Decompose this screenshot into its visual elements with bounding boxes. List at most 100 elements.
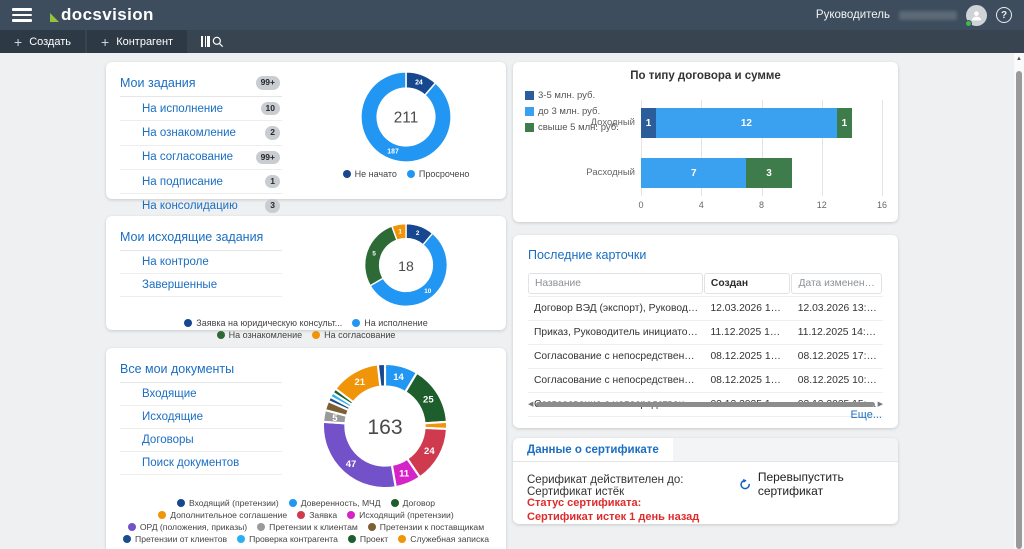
x-axis-tick-label: 4 <box>699 200 704 210</box>
legend-color-dot <box>297 511 305 519</box>
table-row[interactable]: Договор ВЭД (экспорт), Руководитель и ..… <box>528 297 883 321</box>
x-axis-tick-label: 8 <box>759 200 764 210</box>
donut-segment-value: 25 <box>423 395 434 406</box>
table-cell: Договор ВЭД (экспорт), Руководитель и ..… <box>528 297 704 320</box>
legend-item: Заявка <box>297 510 337 520</box>
action-toolbar: + Создать + Контрагент <box>0 30 1024 53</box>
table-row[interactable]: Согласование с непосредственным рук ...0… <box>528 369 883 393</box>
table-header-row: НазваниеСозданДата изменения <box>528 273 883 297</box>
donut-segment-value: 5 <box>372 250 376 257</box>
legend-label: Просрочено <box>419 169 469 179</box>
table-cell: Согласование с непосредственным рук ... <box>528 345 704 368</box>
donut-segment-value: 2 <box>416 230 420 237</box>
scroll-up-icon[interactable]: ▲ <box>1014 53 1024 62</box>
legend-item: Договор <box>391 498 435 508</box>
reissue-certificate-button[interactable]: Перевыпустить сертификат <box>739 470 884 498</box>
legend-color-dot <box>158 511 166 519</box>
horizontal-scrollbar[interactable]: ◀ ▶ <box>528 400 883 408</box>
nav-item[interactable]: На ознакомление 2 <box>120 121 282 145</box>
nav-item[interactable]: Исходящие <box>120 406 282 429</box>
donut-segment-value: 21 <box>354 377 365 388</box>
bar-row: 1121 <box>641 108 882 138</box>
hamburger-menu-icon[interactable] <box>0 0 44 30</box>
counterparty-button[interactable]: + Контрагент <box>87 30 187 53</box>
more-link[interactable]: Еще... <box>850 409 882 421</box>
x-axis-tick-label: 16 <box>877 200 887 210</box>
nav-item[interactable]: На контроле <box>120 251 282 274</box>
certificate-status-value: Сертификат истек 1 день назад <box>527 510 699 524</box>
nav-item[interactable]: Договоры <box>120 429 282 452</box>
nav-item-label: Поиск документов <box>142 457 239 469</box>
horizontal-scrollbar-thumb[interactable] <box>536 402 874 407</box>
legend-label: Проект <box>360 534 388 544</box>
donut-segment-value: 47 <box>346 459 357 470</box>
legend-color-dot <box>177 499 185 507</box>
table-row[interactable]: Приказ, Руководитель инициатора и.,11.12… <box>528 321 883 345</box>
my-tasks-list: На исполнение10 На ознакомление 2 На соглас… <box>120 97 282 219</box>
legend-color-dot <box>347 511 355 519</box>
count-badge: 2 <box>265 126 280 139</box>
my-documents-title[interactable]: Все мои документы <box>120 362 234 376</box>
my-tasks-donut-chart: 24187211 Не начатоПросрочено <box>331 69 481 179</box>
nav-item-label: На исполнение <box>142 103 223 115</box>
table-header-cell[interactable]: Создан <box>704 273 791 294</box>
legend-item: Проект <box>348 534 388 544</box>
table-row[interactable]: Согласование с непосредственным рук ... 0… <box>528 345 883 369</box>
help-button[interactable]: ? <box>996 7 1012 23</box>
legend-item: Дополнительное соглашение <box>158 510 287 520</box>
donut-segment-value: 24 <box>424 446 435 457</box>
table-cell: 08.12.2025 17:31 <box>792 345 883 368</box>
nav-item[interactable]: На подписание1 <box>120 170 282 194</box>
bar-plot-area: 1121 73 <box>641 100 882 196</box>
nav-item[interactable]: Поиск документов <box>120 452 282 475</box>
bar-category-label: Расходный <box>525 167 635 178</box>
legend-label: На исполнение <box>364 318 427 328</box>
certificate-header-fill <box>673 438 898 461</box>
legend-item: ОРД (положения, приказы) <box>128 522 247 532</box>
vertical-scrollbar-thumb[interactable] <box>1016 71 1022 549</box>
logo-triangle-icon <box>50 13 59 22</box>
top-bar: docsvision Руководитель ? <box>0 0 1024 30</box>
table-header-cell[interactable]: Дата изменения <box>791 273 882 294</box>
bar-segment[interactable]: 7 <box>641 158 746 188</box>
nav-item-label: Договоры <box>142 434 194 446</box>
bar-segment[interactable]: 1 <box>641 108 656 138</box>
scroll-right-icon[interactable]: ▶ <box>878 401 883 408</box>
recent-cards-table: НазваниеСозданДата измененияДоговор ВЭД … <box>528 273 883 417</box>
legend-color-square <box>525 107 534 116</box>
nav-item-label: На подписание <box>142 176 223 188</box>
scroll-left-icon[interactable]: ◀ <box>528 401 533 408</box>
nav-item-label: На ознакомление <box>142 127 236 139</box>
legend-label: до 3 млн. руб. <box>538 106 600 117</box>
donut-segment[interactable] <box>365 226 397 286</box>
legend-color-dot <box>391 499 399 507</box>
nav-item[interactable]: На исполнение10 <box>120 97 282 121</box>
table-header-cell[interactable]: Название <box>528 273 703 294</box>
nav-item[interactable]: На согласование99+ <box>120 146 282 170</box>
bar-segment[interactable]: 12 <box>656 108 837 138</box>
legend-color-dot <box>352 319 360 327</box>
count-badge: 3 <box>265 199 280 212</box>
create-button[interactable]: + Создать <box>0 30 85 53</box>
bar-segment[interactable]: 3 <box>746 158 791 188</box>
certificate-status-label: Статус сертификата: <box>527 496 699 510</box>
my-outgoing-title[interactable]: Мои исходящие задания <box>120 230 263 244</box>
nav-item-label: Входящие <box>142 388 197 400</box>
legend-label: Служебная записка <box>410 534 489 544</box>
vertical-scrollbar[interactable]: ▲ <box>1014 53 1024 549</box>
table-cell: Согласование с непосредственным рук ... <box>528 369 704 392</box>
recent-cards-title[interactable]: Последние карточки <box>528 248 646 262</box>
table-cell: 12.03.2026 13:39 <box>792 297 883 320</box>
legend-item: Просрочено <box>407 169 469 179</box>
bar-segment[interactable]: 1 <box>837 108 852 138</box>
certificate-card: Данные о сертификате Серификат действите… <box>513 438 898 524</box>
my-tasks-total-badge: 99+ <box>256 76 280 89</box>
my-tasks-title[interactable]: Мои задания <box>120 76 196 90</box>
nav-item[interactable]: Входящие <box>120 383 282 406</box>
legend-label: Проверка контрагента <box>249 534 338 544</box>
table-cell: 11.12.2025 14:42 <box>792 321 883 344</box>
barcode-search-button[interactable] <box>189 30 237 53</box>
legend-label: Претензии к клиентам <box>269 522 358 532</box>
avatar[interactable] <box>966 5 987 26</box>
nav-item[interactable]: Завершенные <box>120 274 282 297</box>
